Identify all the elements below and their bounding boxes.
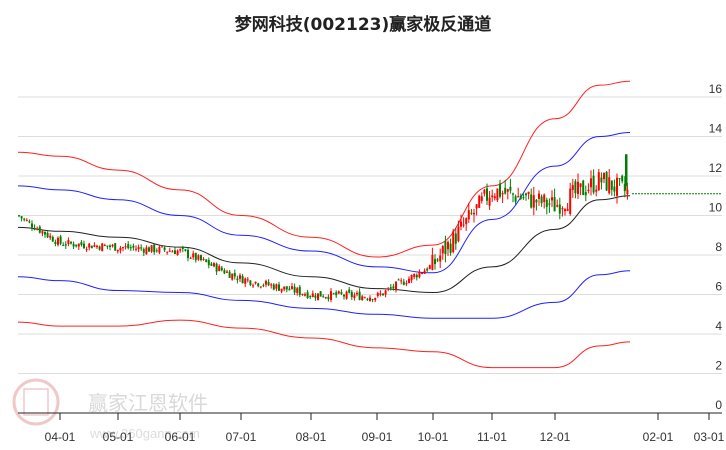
outer-upper-band: [17, 80, 631, 258]
y-tick-label: 6: [715, 280, 722, 294]
y-tick-label: 0: [715, 398, 722, 412]
middle-line: [17, 195, 631, 294]
candlesticks: [18, 154, 722, 303]
y-tick-label: 8: [715, 240, 722, 254]
y-tick-label: 16: [709, 82, 723, 96]
watermark-seal-box-icon: [23, 388, 49, 416]
watermark-url: www.360gann.com: [89, 426, 200, 441]
x-tick-label: 12-01: [540, 430, 571, 444]
outer-lower-band: [17, 319, 631, 369]
x-tick-label: 08-01: [296, 430, 327, 444]
x-tick-label: 10-01: [418, 430, 449, 444]
inner-lower-band: [17, 270, 631, 319]
x-tick-label: 04-01: [45, 430, 76, 444]
y-tick-label: 4: [715, 319, 722, 333]
gridlines: [18, 96, 722, 374]
watermark-seal-icon: [12, 378, 60, 426]
x-tick-label: 09-01: [362, 430, 393, 444]
x-tick-label: 02-01: [643, 430, 674, 444]
x-tick-label: 11-01: [477, 430, 507, 444]
axes: 0 2 4 6 8 10 12 14 16 04-01 05-01 06-01 07-01 08-01 09…: [18, 82, 725, 444]
chart-title: 梦网科技(002123)赢家极反通道: [234, 15, 492, 35]
y-tick-label: 14: [709, 122, 723, 136]
x-tick-label: 07-01: [226, 430, 257, 444]
x-tick-label: 05-01: [103, 430, 134, 444]
y-tick-label: 10: [709, 201, 723, 215]
x-tick-label: 06-01: [165, 430, 196, 444]
channel-lines: [17, 80, 631, 369]
watermark-text: 赢家江恩软件: [88, 391, 208, 415]
watermark: 赢家江恩软件 www.360gann.com: [12, 378, 208, 441]
inner-upper-band: [17, 132, 631, 274]
y-tick-label: 2: [715, 359, 722, 373]
x-tick-label: 03-01: [694, 430, 725, 444]
y-tick-label: 12: [709, 161, 723, 175]
